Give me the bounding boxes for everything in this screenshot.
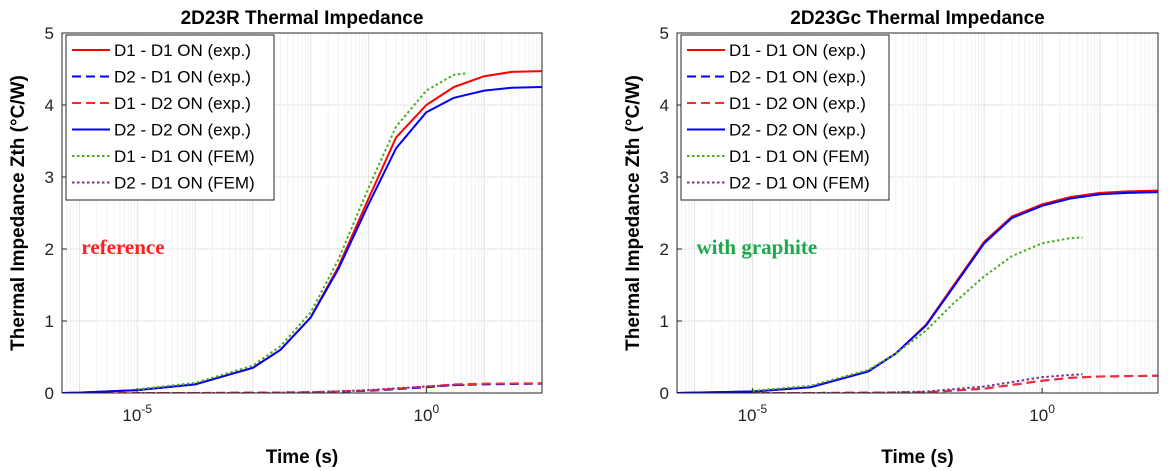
- legend-label: D1 - D2 ON (exp.): [114, 94, 251, 113]
- legend-label: D1 - D1 ON (exp.): [114, 41, 251, 60]
- y-tick-label: 2: [660, 240, 669, 259]
- x-tick-base: 10: [1029, 406, 1048, 425]
- legend-label: D2 - D1 ON (exp.): [729, 68, 866, 87]
- x-tick-exponent: -5: [141, 402, 152, 416]
- plot-frame: [61, 32, 543, 394]
- x-tick-base: 10: [122, 406, 141, 425]
- y-tick-label: 0: [45, 384, 54, 403]
- x-axis-label: Time (s): [266, 447, 339, 468]
- series-line: [677, 191, 1158, 393]
- y-axis-label: Thermal Impedance Zth (°C/W): [8, 75, 29, 351]
- annotation-label: reference: [81, 235, 164, 259]
- y-tick-label: 3: [660, 168, 669, 187]
- chart-title: 2D23Gc Thermal Impedance: [790, 8, 1045, 29]
- x-tick-base: 10: [414, 406, 433, 425]
- series-line: [677, 374, 1158, 393]
- annotation-label: with graphite: [696, 235, 817, 259]
- y-tick-label: 1: [45, 312, 54, 331]
- series-line: [752, 236, 1083, 392]
- y-axis-label: Thermal Impedance Zth (°C/W): [623, 75, 644, 351]
- series-line: [752, 373, 1083, 393]
- plot-frame: [676, 32, 1159, 394]
- y-tick-label: 0: [660, 384, 669, 403]
- x-axis-label: Time (s): [881, 447, 954, 468]
- x-tick-label: 10-5: [738, 402, 768, 425]
- x-tick-exponent: 0: [1048, 402, 1055, 416]
- y-tick-label: 1: [660, 312, 669, 331]
- legend-label: D1 - D1 ON (FEM): [729, 147, 870, 166]
- chart-title: 2D23R Thermal Impedance: [181, 8, 424, 29]
- x-tick-exponent: -5: [757, 402, 768, 416]
- legend-box: [680, 34, 890, 201]
- legend-label: D1 - D1 ON (FEM): [114, 147, 255, 166]
- x-tick-base: 10: [738, 406, 757, 425]
- x-tick-label: 100: [1029, 402, 1055, 425]
- legend-label: D2 - D1 ON (FEM): [729, 174, 870, 193]
- y-tick-label: 4: [45, 96, 54, 115]
- y-tick-label: 3: [45, 168, 54, 187]
- legend-label: D1 - D2 ON (exp.): [729, 94, 866, 113]
- series-line: [62, 86, 542, 393]
- legend-label: D1 - D1 ON (exp.): [729, 41, 866, 60]
- y-tick-label: 2: [45, 240, 54, 259]
- legend-box: [65, 34, 275, 201]
- series-line: [137, 72, 467, 391]
- series-line: [137, 384, 467, 393]
- x-tick-label: 10-5: [122, 402, 152, 425]
- y-tick-label: 5: [660, 24, 669, 43]
- legend-label: D2 - D2 ON (exp.): [729, 121, 866, 140]
- x-tick-exponent: 0: [432, 402, 439, 416]
- x-tick-label: 100: [414, 402, 440, 425]
- y-tick-label: 4: [660, 96, 669, 115]
- legend-label: D2 - D1 ON (exp.): [114, 68, 251, 87]
- y-tick-label: 5: [45, 24, 54, 43]
- legend-label: D2 - D2 ON (exp.): [114, 121, 251, 140]
- legend-label: D2 - D1 ON (FEM): [114, 174, 255, 193]
